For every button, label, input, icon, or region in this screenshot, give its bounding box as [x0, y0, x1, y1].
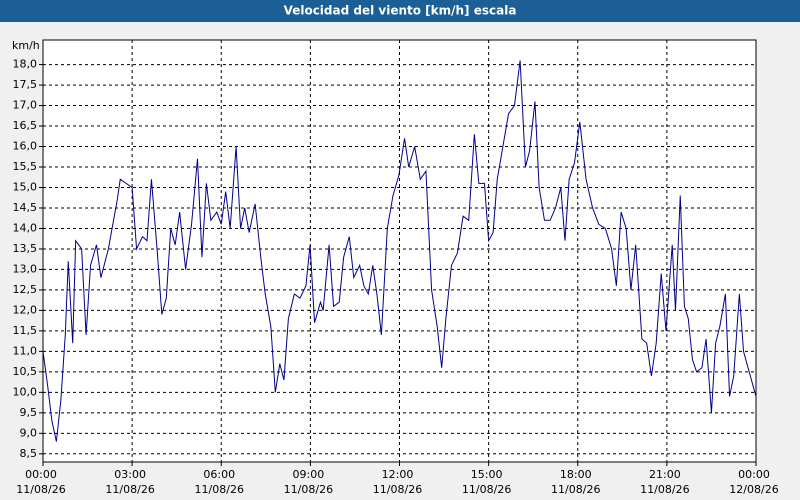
y-tick-label: 15,5 — [13, 160, 38, 173]
y-tick-label: 13,5 — [13, 242, 38, 255]
y-tick-label: 14,5 — [13, 201, 38, 214]
x-tick-date: 11/08/26 — [195, 483, 244, 496]
y-tick-label: 16,5 — [13, 119, 38, 132]
x-tick-date: 11/08/26 — [105, 483, 154, 496]
x-tick-label: 09:00 — [293, 468, 325, 481]
x-tick-label: 12:00 — [382, 468, 414, 481]
y-tick-label: 11,5 — [13, 324, 38, 337]
x-tick-date: 11/08/26 — [551, 483, 600, 496]
y-axis-label: km/h — [12, 39, 40, 52]
x-tick-date: 11/08/26 — [373, 483, 422, 496]
y-tick-label: 8,5 — [20, 447, 38, 460]
x-tick-label: 00:00 — [25, 468, 57, 481]
x-tick-label: 03:00 — [114, 468, 146, 481]
y-tick-label: 9,0 — [20, 426, 38, 439]
y-tick-label: 17,0 — [13, 99, 38, 112]
y-tick-label: 12,5 — [13, 283, 38, 296]
y-tick-label: 10,0 — [13, 385, 38, 398]
x-tick-date: 11/08/26 — [462, 483, 511, 496]
y-tick-label: 16,0 — [13, 140, 38, 153]
y-tick-label: 14,0 — [13, 221, 38, 234]
plot-border — [42, 39, 757, 463]
title-bar — [0, 0, 800, 22]
x-tick-label: 00:00 — [738, 468, 770, 481]
y-tick-label: 17,5 — [13, 78, 38, 91]
x-tick-label: 21:00 — [649, 468, 681, 481]
x-tick-label: 18:00 — [560, 468, 592, 481]
y-tick-label: 18,0 — [13, 58, 38, 71]
y-tick-label: 10,5 — [13, 365, 38, 378]
y-tick-label: 15,0 — [13, 180, 38, 193]
chart-title: Velocidad del viento [km/h] escala — [284, 4, 517, 18]
y-tick-label: 12,0 — [13, 303, 38, 316]
y-tick-label: 11,0 — [13, 344, 38, 357]
y-tick-label: 9,5 — [20, 406, 38, 419]
wind-speed-line — [42, 60, 757, 442]
x-tick-label: 15:00 — [471, 468, 503, 481]
x-tick-date: 11/08/26 — [16, 483, 65, 496]
y-tick-label: 13,0 — [13, 262, 38, 275]
x-tick-label: 06:00 — [203, 468, 235, 481]
x-tick-date: 11/08/26 — [640, 483, 689, 496]
x-tick-date: 11/08/26 — [284, 483, 333, 496]
x-tick-date: 12/08/26 — [729, 483, 778, 496]
